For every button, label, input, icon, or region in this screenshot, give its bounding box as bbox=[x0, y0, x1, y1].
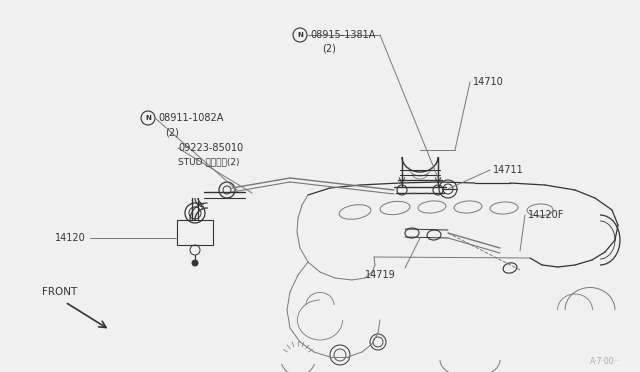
Text: 14120F: 14120F bbox=[528, 210, 564, 220]
Text: N: N bbox=[145, 115, 151, 121]
Text: 08915-1381A: 08915-1381A bbox=[310, 30, 376, 40]
Text: N: N bbox=[297, 32, 303, 38]
Text: 14719: 14719 bbox=[365, 270, 396, 280]
Text: 14711: 14711 bbox=[493, 165, 524, 175]
Circle shape bbox=[192, 260, 198, 266]
Text: FRONT: FRONT bbox=[42, 287, 77, 297]
Text: A·7·00··: A·7·00·· bbox=[590, 357, 620, 366]
Text: (2): (2) bbox=[165, 127, 179, 137]
Text: STUD スタッド(2): STUD スタッド(2) bbox=[178, 157, 239, 167]
Text: (2): (2) bbox=[322, 43, 336, 53]
Text: 14710: 14710 bbox=[473, 77, 504, 87]
Text: 09223-85010: 09223-85010 bbox=[178, 143, 243, 153]
Text: 14120: 14120 bbox=[55, 233, 86, 243]
Text: 08911-1082A: 08911-1082A bbox=[158, 113, 223, 123]
Bar bbox=[177, 220, 213, 245]
